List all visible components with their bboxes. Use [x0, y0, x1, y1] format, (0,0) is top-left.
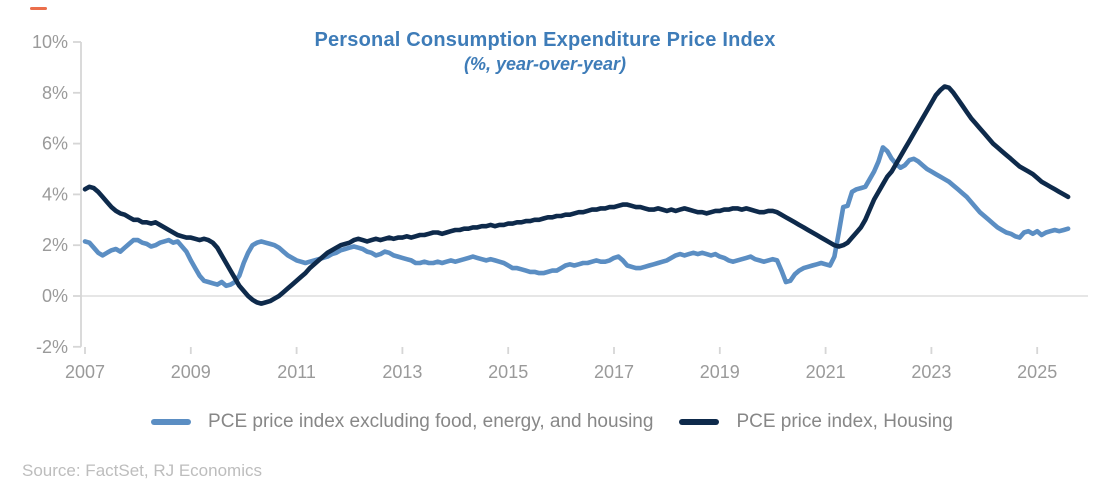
svg-text:2023: 2023 — [911, 362, 951, 382]
legend-item-core-ex-housing: PCE price index excluding food, energy, … — [151, 411, 653, 433]
legend-item-housing: PCE price index, Housing — [679, 411, 953, 433]
svg-text:4%: 4% — [42, 184, 68, 204]
plot-area: 10% 8% 6% 4% 2% 0% -2% 2007 2009 2011 2013 2015 2017… — [32, 32, 1088, 382]
accent-dash — [30, 7, 47, 10]
legend-label-housing: PCE price index, Housing — [736, 411, 953, 432]
svg-text:2%: 2% — [42, 235, 68, 255]
svg-text:2013: 2013 — [382, 362, 422, 382]
svg-text:2011: 2011 — [277, 362, 316, 382]
source-note: Source: FactSet, RJ Economics — [22, 461, 262, 480]
svg-text:2025: 2025 — [1017, 362, 1057, 382]
legend: PCE price index excluding food, energy, … — [0, 411, 1104, 433]
svg-text:8%: 8% — [42, 83, 68, 103]
svg-text:2021: 2021 — [806, 362, 846, 382]
svg-text:10%: 10% — [32, 32, 68, 52]
chart-subtitle: (%, year-over-year) — [463, 54, 627, 74]
svg-text:2015: 2015 — [488, 362, 528, 382]
legend-label-core-ex-housing: PCE price index excluding food, energy, … — [208, 411, 654, 432]
svg-text:2009: 2009 — [171, 362, 211, 382]
legend-swatch-core-ex-housing — [151, 419, 192, 425]
svg-text:2017: 2017 — [594, 362, 634, 382]
svg-text:2019: 2019 — [700, 362, 740, 382]
svg-text:6%: 6% — [42, 134, 68, 154]
svg-text:2007: 2007 — [65, 362, 105, 382]
svg-text:0%: 0% — [42, 286, 68, 306]
svg-text:-2%: -2% — [36, 337, 68, 357]
legend-swatch-housing — [679, 419, 720, 425]
chart-title: Personal Consumption Expenditure Price I… — [314, 29, 776, 51]
